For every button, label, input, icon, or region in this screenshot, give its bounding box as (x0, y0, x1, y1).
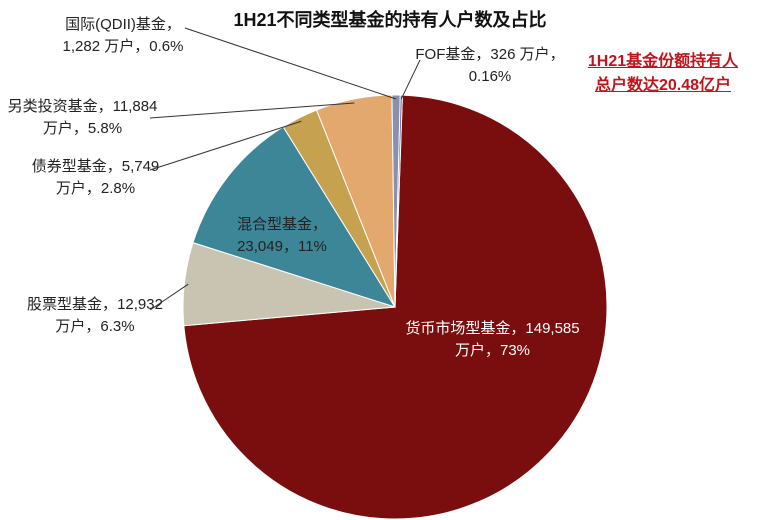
value-label: 11,884 万户 (42, 98, 158, 137)
percent-label: 5.8% (87, 120, 123, 137)
slice-label: 另类投资基金，11,884 万户，5.8% (0, 96, 165, 140)
separator: ， (106, 158, 122, 175)
value-label: 12,932 万户 (55, 296, 163, 335)
percent-label: 2.8% (100, 180, 136, 197)
separator: ， (102, 296, 118, 313)
separator: ， (484, 342, 500, 359)
value-label: 1,282 万户 (62, 38, 135, 55)
value-label: 149,585 万户 (454, 320, 580, 359)
separator: ， (282, 238, 298, 255)
value-label: 23,049 (237, 238, 283, 255)
category-label: FOF基金 (415, 46, 476, 63)
pie-slice (394, 94, 403, 308)
slice-label: 债券型基金，5,749 万户，2.8% (28, 156, 163, 200)
percent-label: 0.16% (468, 68, 512, 85)
separator: ， (165, 16, 181, 33)
separator: ， (134, 38, 150, 55)
separator: ， (312, 216, 328, 233)
pie-slice (192, 126, 397, 308)
leader-line (149, 283, 189, 311)
separator: ， (85, 318, 101, 335)
slice-label: 货币市场型基金，149,585 万户，73% (405, 318, 580, 362)
percent-label: 73% (500, 342, 531, 359)
category-label: 混合型基金 (236, 216, 312, 233)
percent-label: 11% (297, 238, 327, 255)
value-label: 326 万户 (490, 46, 550, 63)
leader-line (149, 102, 355, 119)
separator: ， (510, 320, 526, 337)
separator: ， (549, 46, 565, 63)
category-label: 债券型基金 (31, 158, 107, 175)
leader-line (400, 59, 421, 100)
separator: ， (72, 120, 88, 137)
percent-label: 0.6% (149, 38, 184, 55)
separator: ， (475, 46, 491, 63)
leader-line (149, 120, 302, 171)
value-label: 5,749 万户 (55, 158, 160, 197)
category-label: 另类投资基金 (7, 98, 98, 115)
separator: ， (97, 98, 113, 115)
slice-label: FOF基金，326 万户，0.16% (415, 44, 565, 88)
slice-label: 混合型基金，23,049，11% (212, 214, 352, 258)
slice-label: 股票型基金，12,932 万户，6.3% (25, 294, 165, 338)
annotation: 1H21基金份额持有人总户数达20.48亿户 (587, 53, 739, 94)
slice-label: 国际(QDII)基金，1,282 万户，0.6% (48, 14, 198, 58)
separator: ， (85, 180, 101, 197)
category-label: 货币市场型基金 (405, 320, 511, 337)
category-label: 股票型基金 (27, 296, 103, 313)
category-label: 国际(QDII)基金 (65, 16, 166, 33)
chart-title: 1H21不同类型基金的持有人户数及占比 (233, 10, 547, 30)
percent-label: 6.3% (100, 318, 135, 335)
leader-line (184, 27, 397, 100)
